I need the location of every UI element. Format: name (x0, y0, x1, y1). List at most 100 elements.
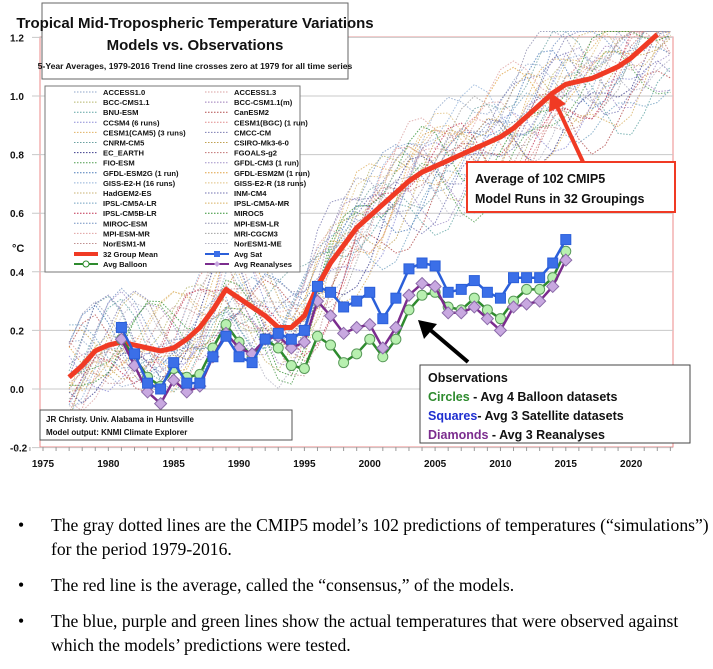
y-tick-label: -0.2 (10, 444, 28, 455)
callout-line-2: Model Runs in 32 Groupings (475, 192, 645, 206)
y-tick-label: 1.2 (10, 33, 24, 44)
legend-label: GISS-E2-R (18 runs) (234, 179, 307, 188)
reanalysis-point (415, 276, 429, 291)
obs-key: Squares (428, 409, 477, 423)
sat-point (547, 257, 559, 269)
sat-point (181, 377, 193, 389)
credit-line-2: Model output: KNMI Climate Explorer (46, 428, 187, 437)
model-line-cesm1-cam5-3-runs- (68, 31, 671, 389)
bullet-item: • The gray dotted lines are the CMIP5 mod… (0, 513, 713, 561)
y-tick-label: 0.8 (10, 151, 24, 162)
sat-point (377, 313, 389, 325)
legend-label: CESM1(BGC) (1 run) (234, 118, 308, 127)
sat-point (429, 260, 441, 272)
chart-subtitle: Models vs. Observations (107, 37, 284, 54)
bullet-icon: • (18, 515, 25, 535)
sat-point (272, 327, 284, 339)
legend-marker-circle (82, 260, 90, 268)
sat-point (364, 286, 376, 298)
x-tick-label: 2020 (620, 459, 643, 470)
bullet-icon: • (18, 611, 25, 631)
model-lines (68, 31, 671, 425)
legend-label: BCC-CMS1.1 (103, 98, 150, 107)
obs-key: Circles (428, 390, 470, 404)
reanalysis-point (402, 288, 416, 302)
bullet-icon: • (18, 575, 25, 595)
reanalysis-point (441, 306, 455, 320)
legend-label: Avg Balloon (103, 260, 147, 269)
legend-label: Avg Sat (234, 250, 262, 259)
legend-label: MPI-ESM-LR (234, 219, 280, 228)
bullet-item: • The red line is the average, called the… (0, 573, 713, 597)
legend-label: GFDL-ESM2M (1 run) (234, 169, 310, 178)
legend-label: 32 Group Mean (103, 250, 158, 259)
sat-point (298, 324, 310, 336)
x-tick-label: 2005 (424, 459, 447, 470)
x-tick-label: 2000 (359, 459, 382, 470)
bullet-list: • The gray dotted lines are the CMIP5 mod… (0, 513, 713, 669)
legend-label: HadGEM2-ES (103, 189, 152, 198)
bullet-text: The red line is the average, called the … (51, 575, 515, 595)
model-line-hadgem2-es (68, 31, 671, 393)
legend-label: BCC-CSM1.1(m) (234, 98, 293, 107)
credit-line-1: JR Christy. Univ. Alabama in Huntsville (46, 415, 194, 424)
black-arrowhead-icon (418, 320, 437, 339)
balloon-point (325, 339, 337, 351)
reanalysis-point (559, 253, 573, 267)
obs-desc: - Avg 3 Satellite datasets (477, 409, 623, 423)
observations-title: Observations (428, 371, 508, 385)
model-line-mpi-esm-lr (68, 31, 671, 355)
series-line-32-group-mean (67, 32, 659, 380)
legend-label: IPSL-CM5A-MR (234, 199, 290, 208)
reanalysis-point (166, 373, 181, 387)
legend-label: GFDL-CM3 (1 run) (234, 159, 299, 168)
reanalysis-point (493, 323, 508, 338)
legend-label: MPI-ESM-MR (103, 229, 150, 238)
legend-label: NorESM1-ME (234, 240, 282, 249)
sat-point (259, 333, 271, 345)
legend-label: IPSL-CM5B-LR (103, 209, 157, 218)
reanalysis-point (297, 335, 312, 349)
reanalysis-point (467, 300, 482, 314)
balloon-point (285, 360, 297, 372)
model-line-ipsl-cm5a-mr (68, 31, 671, 394)
model-line-cnrm-cm5 (68, 31, 671, 382)
reanalysis-point (532, 294, 547, 308)
model-line-mpi-esm-mr (68, 31, 671, 384)
balloon-point (390, 333, 402, 345)
sat-point (560, 234, 572, 246)
balloon-point (351, 348, 363, 360)
legend-label: FGOALS-g2 (234, 149, 277, 158)
reanalysis-point (140, 385, 155, 399)
reanalysis-point (363, 317, 377, 332)
model-line-csiro-mk3-6-0 (69, 38, 671, 380)
balloon-point (521, 283, 533, 295)
model-line-gfdl-esm2m-1-run- (68, 31, 671, 377)
red-arrowhead-icon (549, 92, 566, 112)
y-tick-label: 0.2 (10, 326, 24, 337)
sat-point (155, 383, 167, 395)
series-lines (67, 32, 659, 411)
legend-label: MIROC5 (234, 209, 264, 218)
balloon-point (494, 313, 506, 325)
x-tick-label: 1985 (163, 459, 186, 470)
sat-point (403, 263, 415, 275)
sat-point (338, 301, 350, 313)
legend-label: Avg Reanalyses (234, 260, 292, 269)
legend-label: EC_EARTH (103, 149, 144, 158)
y-tick-label: 0.6 (10, 209, 24, 220)
sat-point (115, 321, 127, 333)
model-line-ipsl-cm5b-lr (68, 31, 671, 403)
sat-point (442, 286, 454, 298)
legend-label: CMCC-CM (234, 128, 271, 137)
reanalysis-point (323, 309, 338, 323)
title-box: Tropical Mid-Tropospheric Temperature Va… (16, 2, 374, 80)
temperature-chart: 1.21.00.80.60.40.20.0-0.2 1975 1980 1985 19… (10, 2, 691, 470)
sat-point (285, 333, 297, 345)
sat-point (246, 357, 258, 369)
sat-point (207, 351, 219, 363)
legend-label: MIROC-ESM (103, 219, 147, 228)
balloon-point (298, 362, 310, 374)
sat-point (311, 280, 323, 292)
legend-label: NorESM1-M (103, 240, 146, 249)
